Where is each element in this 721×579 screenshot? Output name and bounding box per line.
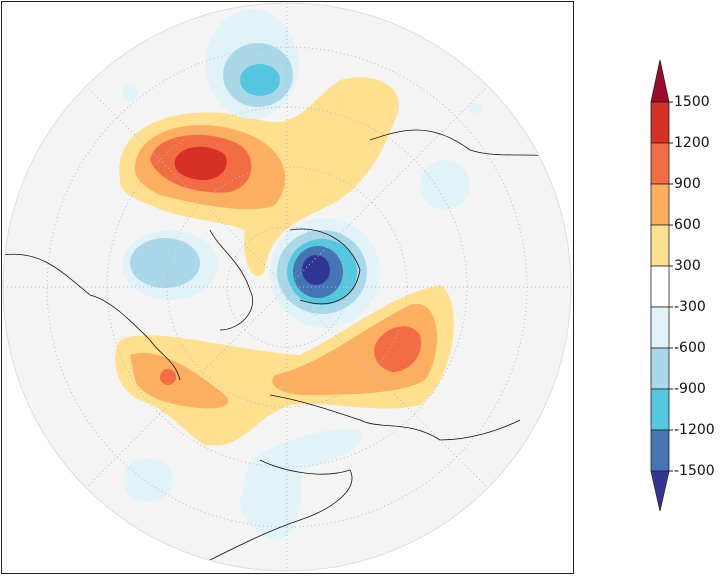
- colorbar-label: -1200: [674, 422, 715, 438]
- colorbar-segment: [650, 388, 670, 431]
- colorbar-label: 1200: [674, 135, 710, 151]
- colorbar-segment: [650, 142, 670, 185]
- colorbar-label: 900: [674, 176, 701, 192]
- colorbar-label: -900: [674, 381, 706, 397]
- colorbar-segment: [650, 347, 670, 390]
- colorbar-label: 1500: [674, 94, 710, 110]
- colorbar-segment: [650, 224, 670, 267]
- colorbar-label: -300: [674, 299, 706, 315]
- colorbar-label: 600: [674, 217, 701, 233]
- colorbar-segment: [650, 265, 670, 308]
- colorbar-label: -1500: [674, 463, 715, 479]
- colorbar: 1500 1200 900 600 300 -300 -600 -900 -1200 -1500: [650, 59, 715, 512]
- colorbar-label: -600: [674, 340, 706, 356]
- colorbar-segment: [650, 101, 670, 144]
- colorbar-segment: [650, 183, 670, 226]
- colorbar-extension: [650, 59, 670, 103]
- colorbar-segment: [650, 429, 670, 472]
- colorbar-label: 300: [674, 258, 701, 274]
- colorbar-segment: [650, 306, 670, 349]
- map: [3, 3, 571, 571]
- map-edge: [2, 2, 572, 572]
- colorbar-extension: [650, 470, 670, 512]
